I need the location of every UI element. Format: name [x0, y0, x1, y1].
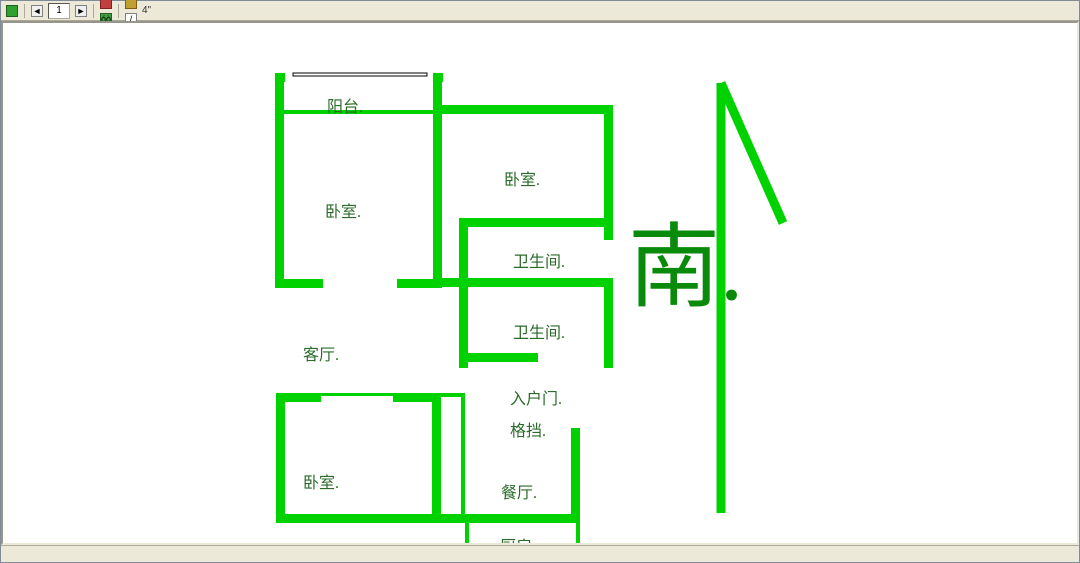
app-window: ↖kA/ ◄ ► óòQ /< 4" 阳台. 卧室. 卧室. 卫生间. 卫生间. 客厅. 入… [0, 0, 1080, 563]
wall-segment [465, 520, 469, 545]
wall-segment [433, 111, 442, 283]
status-bar [1, 545, 1079, 562]
wall-segment [604, 353, 613, 368]
wall-segment [275, 279, 323, 288]
wall-segment [459, 278, 613, 287]
tree-icon[interactable] [4, 3, 20, 19]
room-label-living: 客厅. [303, 341, 339, 365]
prev-icon[interactable]: ◄ [29, 3, 45, 19]
next-icon[interactable]: ► [73, 3, 89, 19]
room-label-dining: 餐厅. [501, 479, 537, 503]
wall-segment [571, 428, 580, 523]
toolbar-separator [93, 4, 94, 18]
toolbar-separator [24, 4, 25, 18]
wall-segment [438, 393, 463, 397]
wall-segment [463, 353, 538, 362]
direction-label: 南. [628, 193, 743, 326]
zoom-label: 4" [142, 5, 151, 16]
toolbar: ↖kA/ ◄ ► óòQ /< 4" [1, 1, 1079, 21]
wall-segment [465, 514, 580, 523]
room-label-bedroom1: 卧室. [325, 198, 361, 222]
room-label-bath2: 卫生间. [513, 319, 565, 343]
wall-segment [276, 393, 285, 521]
wall-segment [293, 73, 427, 76]
wall-segment [303, 393, 423, 396]
room-label-bedroom3: 卧室. [303, 469, 339, 493]
room-label-kitchen: 厨房. [500, 533, 536, 545]
wall-segment [571, 428, 580, 437]
stack-icon[interactable] [123, 0, 139, 11]
wall-segment [432, 393, 441, 523]
wall-segment [285, 517, 435, 520]
room-label-block: 格挡. [510, 417, 546, 441]
wall-segment [275, 73, 284, 283]
room-label-balcony: 阳台. [327, 93, 363, 117]
wall-segment [459, 223, 468, 283]
drawing-canvas[interactable]: 阳台. 卧室. 卧室. 卫生间. 卫生间. 客厅. 入户门. 格挡. 卧室. 餐厅. 厨房. 南. [1, 21, 1079, 545]
wall-segment [473, 105, 593, 108]
wall-segment [576, 520, 580, 545]
wall-segment [397, 279, 442, 288]
wall-segment [461, 393, 465, 523]
page-number-input[interactable] [48, 3, 70, 19]
room-label-bedroom2: 卧室. [504, 166, 540, 190]
wall-segment [459, 218, 613, 227]
room-label-bath1: 卫生间. [513, 248, 565, 272]
toolbar-separator [118, 4, 119, 18]
floorplan-svg [3, 23, 1079, 545]
paint-icon[interactable] [98, 0, 114, 11]
room-label-entry: 入户门. [510, 385, 562, 409]
